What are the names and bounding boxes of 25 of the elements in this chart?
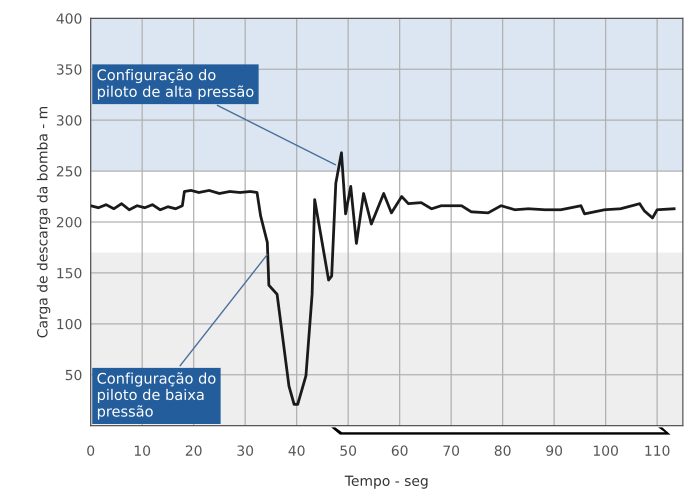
x-tick-label: 90 [546, 445, 562, 456]
x-tick-label: 60 [392, 445, 408, 456]
x-tick-label: 0 [87, 445, 94, 456]
y-axis-title: Carga de descarga da bomba - m [36, 106, 50, 338]
y-tick-label: 100 [57, 318, 82, 330]
y-tick-label: 250 [56, 166, 82, 177]
x-tick-label: 50 [340, 445, 356, 456]
y-tick-label: 300 [56, 115, 82, 126]
x-tick-label: 10 [134, 445, 150, 456]
line-series [90, 151, 676, 406]
x-tick-label: 80 [494, 445, 511, 456]
annotation: Configuração do piloto de baixa pressão [97, 372, 216, 420]
annotation: Configuração do piloto de alta pressão [97, 68, 254, 100]
y-tick-label: 400 [56, 13, 82, 24]
y-tick-label: 350 [56, 64, 82, 75]
x-tick-label: 70 [443, 445, 460, 456]
x-tick-label: 40 [288, 445, 305, 456]
x-tick-label: 20 [186, 445, 202, 456]
x-tick-label: 100 [594, 445, 618, 456]
y-tick-label: 150 [57, 268, 82, 278]
y-tick-label: 50 [66, 370, 82, 380]
y-tick-label: 200 [56, 216, 82, 228]
x-tick-label: 30 [237, 445, 254, 456]
x-tick-label: 110 [645, 445, 670, 456]
x-axis-title: Tempo - seg [344, 476, 428, 489]
